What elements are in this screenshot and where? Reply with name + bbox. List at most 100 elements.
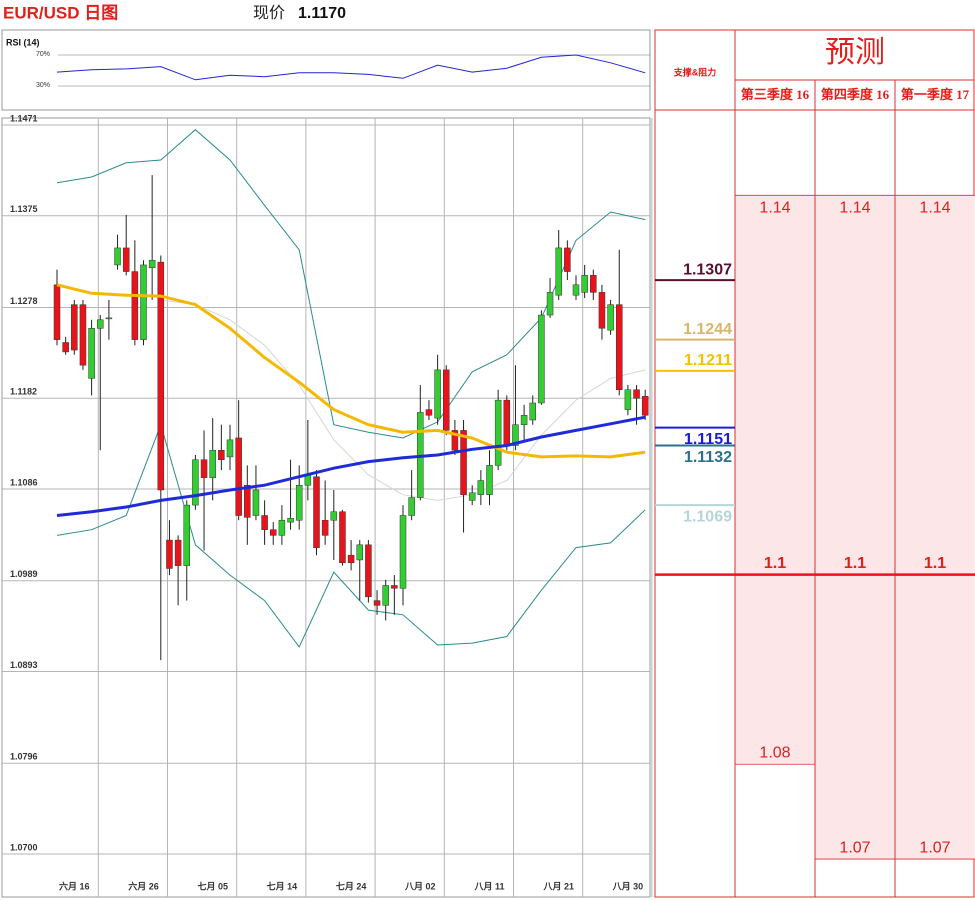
forecast-high-label: 1.14 [839,200,870,217]
x-tick-label: 六月 16 [59,880,90,891]
candle-body [235,437,242,516]
current-price: 1.1170 [298,5,346,22]
candle-body [53,284,61,340]
candle-body [192,459,199,506]
candle-body [148,259,156,269]
indicator-line [56,415,646,517]
candle-body [408,497,415,516]
candle-body [365,544,372,598]
candle-body [140,264,147,340]
candle-body [252,489,260,516]
candle-body [287,518,294,523]
y-tick-label: 1.0700 [10,842,38,852]
indicator-line [56,423,646,648]
candle-body [590,275,597,293]
indicator-line [160,299,646,501]
rsi-frame [1,29,651,111]
candle-body [79,304,87,366]
y-tick-label: 1.0989 [10,569,38,579]
candle-body [460,430,467,495]
candle-body [641,396,649,416]
candle-body [538,314,545,404]
x-tick-label: 八月 30 [612,881,644,891]
rsi-line [56,54,646,81]
candle-body [382,585,389,606]
column-header: 第四季度 16 [821,87,890,102]
candle-body [270,529,277,536]
level-label: 1.1069 [683,508,732,525]
candle-body [607,304,614,331]
candle-body [166,539,173,569]
forecast-range [895,195,975,860]
level-label: 1.1132 [684,449,732,466]
x-tick-label: 六月 26 [128,880,159,891]
y-tick-label: 1.1182 [10,387,37,397]
forecast-low-label: 1.08 [759,744,790,761]
column-header: 第三季度 16 [741,87,810,102]
forecast-mid-label: 1.1 [924,555,946,572]
y-tick-label: 1.1375 [10,204,38,214]
candle-body [564,247,571,272]
candle-body [183,504,190,566]
candle-body [88,328,95,379]
candle-body [313,476,320,548]
candle-body [468,492,476,501]
y-tick-label: 1.1471 [10,113,38,123]
candle-body [633,389,640,399]
x-tick-label: 八月 21 [542,881,574,891]
x-tick-label: 七月 24 [336,880,367,891]
candle-body [399,515,407,589]
candle-body [434,369,441,419]
x-tick-label: 八月 02 [404,881,436,891]
candle-body [105,317,113,320]
rsi-title: RSI (14) [6,37,40,47]
chart-title: EUR/USD 日图 [3,3,118,22]
candle-body [209,450,216,478]
candle-body [598,292,606,329]
candle-body [581,275,588,293]
candle-body [97,319,104,329]
candle-body [555,247,562,296]
forecast-low-label: 1.07 [839,839,870,856]
level-label: 1.1307 [683,261,732,278]
forecast-mid-label: 1.1 [764,555,786,572]
candle-body [425,409,433,416]
candle-body [616,304,623,390]
candle-body [443,369,450,431]
forecast-title: 预测 [825,36,885,69]
candle-body [321,519,329,536]
forecast-low-label: 1.07 [919,839,950,856]
candle-body [529,402,536,421]
candle-body [261,515,268,530]
forecast-range [815,195,895,860]
candle-body [71,304,78,351]
y-tick-label: 1.1086 [10,477,38,487]
x-tick-label: 八月 11 [473,881,504,891]
forecast-high-label: 1.14 [919,200,950,217]
candle-body [122,247,130,272]
candle-body [278,519,286,536]
candle-body [131,271,139,340]
candle-body [157,261,165,491]
levels-title: 支撑&阻力 [673,66,717,77]
level-label: 1.1211 [684,352,732,369]
candle-body [373,600,381,606]
y-tick-label: 70% [36,51,50,58]
forecast-range [735,195,815,765]
candle-body [624,389,632,410]
candle-body [226,439,234,458]
candle-body [451,430,459,451]
candle-body [503,399,511,446]
level-label: 1.1244 [683,321,732,338]
y-tick-label: 1.0893 [10,660,38,670]
column-header: 第一季度 17 [901,87,970,102]
x-tick-label: 七月 05 [197,880,228,891]
candle-body [356,544,363,561]
indicator-line [56,283,646,459]
candle-body [486,465,493,495]
candle-body [200,459,208,478]
candle-body [477,480,485,495]
main-frame [1,117,651,898]
